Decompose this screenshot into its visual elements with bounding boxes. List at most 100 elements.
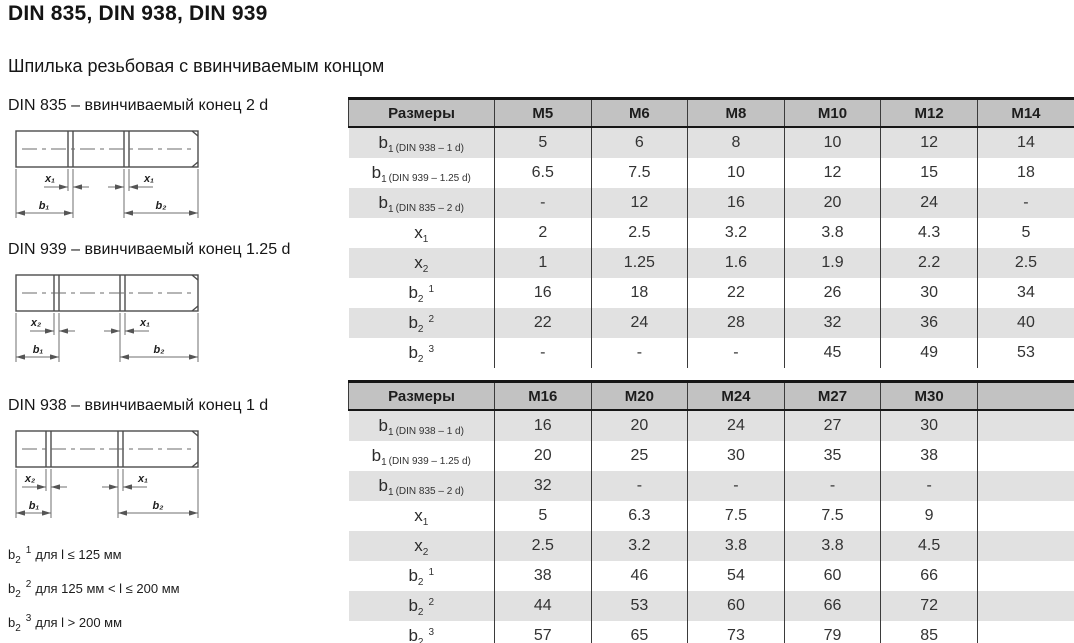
- dim-label-x-left: x₁: [44, 173, 55, 185]
- col-header-size: M24: [687, 381, 785, 411]
- value-cell: 20: [590, 410, 688, 441]
- row-label-base: b: [408, 283, 418, 302]
- row-label-base: b: [378, 133, 389, 152]
- row-label-sub: 2: [422, 547, 429, 558]
- footnote-symbol: b: [8, 547, 16, 562]
- row-label-cell: b23: [349, 338, 495, 368]
- footnote-symbol-sub: 2: [15, 555, 21, 566]
- footnote-symbol-sub: 2: [15, 623, 21, 634]
- footnote-symbol-sub: 2: [15, 589, 21, 600]
- value-cell: [976, 531, 1074, 561]
- table-header-row: Размеры M5 M6 M8 M10 M12 M14: [348, 98, 1074, 128]
- row-label-cell: b22: [349, 591, 495, 621]
- row-label-sup: 1: [428, 284, 435, 295]
- col-header-size: M14: [976, 98, 1074, 128]
- value-cell: 85: [880, 621, 978, 643]
- row-label-base: b: [408, 343, 418, 362]
- footnote-symbol-sup: 3: [25, 613, 32, 624]
- col-header-size: M16: [494, 381, 592, 411]
- row-label-cell: b1 (DIN 939 – 1.25 d): [349, 158, 495, 188]
- row-label-sub: 1: [388, 204, 394, 215]
- page-subtitle: Шпилька резьбовая с ввинчиваемым концом: [8, 56, 385, 76]
- value-cell: 35: [783, 441, 881, 471]
- value-cell: 38: [880, 441, 978, 471]
- value-cell: 10: [783, 127, 881, 158]
- value-cell: -: [494, 188, 592, 218]
- row-label-sub: 2: [417, 294, 424, 305]
- value-cell: 16: [687, 188, 785, 218]
- row-label-cell: b1 (DIN 939 – 1.25 d): [349, 441, 495, 471]
- diagram-din939: DIN 939 – ввинчиваемый конец 1.25 d: [8, 241, 342, 369]
- table-row: b23 57 65 73 79 85: [348, 621, 1074, 643]
- col-header-size: M12: [880, 98, 978, 128]
- value-cell: 36: [880, 308, 978, 338]
- value-cell: 38: [494, 561, 592, 591]
- value-cell: 18: [590, 278, 688, 308]
- footnote-symbol: b: [8, 581, 16, 596]
- stud-drawing-din835: x₁ x₁ b₁ b₂: [15, 130, 199, 218]
- value-cell: 12: [880, 127, 978, 158]
- row-label-cell: x2: [349, 531, 495, 561]
- value-cell: [976, 471, 1074, 501]
- stud-drawing-din939: x₂ x₁ b₁ b₂: [15, 274, 199, 362]
- table-row: b1 (DIN 938 – 1 d) 16 20 24 27 30: [348, 410, 1074, 441]
- row-label-sup: 3: [428, 627, 435, 638]
- row-label-sub: 1: [388, 144, 394, 155]
- value-cell: 49: [880, 338, 978, 368]
- value-cell: 2.5: [976, 248, 1074, 278]
- table-row: b1 (DIN 835 – 2 d) -12 16 20 24-: [348, 188, 1074, 218]
- value-cell: 5: [976, 218, 1074, 248]
- footnote-text: для l ≤ 125 мм: [35, 547, 122, 562]
- value-cell: 14: [976, 127, 1074, 158]
- row-label-note: (DIN 835 – 2 d): [395, 203, 464, 214]
- value-cell: 22: [494, 308, 592, 338]
- row-label-note: (DIN 939 – 1.25 d): [388, 173, 471, 184]
- row-label-cell: b1 (DIN 835 – 2 d): [349, 188, 495, 218]
- dim-label-b-right: b₂: [154, 344, 165, 356]
- footnote-symbol-sup: 1: [25, 545, 32, 556]
- value-cell: 46: [590, 561, 688, 591]
- value-cell: 1.25: [590, 248, 688, 278]
- col-header-size: M6: [590, 98, 688, 128]
- row-label-sub: 2: [417, 607, 424, 618]
- value-cell: 3.8: [687, 531, 785, 561]
- value-cell: -: [783, 471, 881, 501]
- footnote-text: для 125 мм < l ≤ 200 мм: [35, 581, 180, 596]
- value-cell: -: [590, 338, 688, 368]
- value-cell: 1: [494, 248, 592, 278]
- value-cell: 27: [783, 410, 881, 441]
- dim-label-b-left: b₁: [39, 200, 50, 212]
- value-cell: 3.8: [783, 531, 881, 561]
- value-cell: -: [687, 338, 785, 368]
- value-cell: 66: [783, 591, 881, 621]
- dim-label-x-left: x₂: [24, 473, 35, 485]
- value-cell: 32: [783, 308, 881, 338]
- row-label-note: (DIN 938 – 1 d): [395, 426, 464, 437]
- row-label-sub: 2: [417, 324, 424, 335]
- value-cell: 60: [687, 591, 785, 621]
- table-row: x2 1 1.25 1.6 1.9 2.2 2.5: [348, 248, 1074, 278]
- col-header-dimensions: Размеры: [348, 98, 495, 128]
- table-row: b1 (DIN 939 – 1.25 d) 6.5 7.5 10 12 15 18: [348, 158, 1074, 188]
- row-label-cell: x1: [349, 501, 495, 531]
- row-label-base: b: [378, 193, 389, 212]
- diagrams-column: DIN 835 – ввинчиваемый конец 2 d: [8, 97, 342, 643]
- row-label-base: x: [414, 253, 423, 272]
- row-label-cell: b22: [349, 308, 495, 338]
- value-cell: 72: [880, 591, 978, 621]
- value-cell: 20: [494, 441, 592, 471]
- value-cell: 32: [494, 471, 592, 501]
- value-cell: 79: [783, 621, 881, 643]
- row-label-sub: 1: [388, 427, 394, 438]
- row-label-cell: b21: [349, 561, 495, 591]
- row-label-base: x: [414, 506, 423, 525]
- value-cell: 6.5: [494, 158, 592, 188]
- table-row: x1 5 6.3 7.5 7.5 9: [348, 501, 1074, 531]
- value-cell: 30: [880, 278, 978, 308]
- table-row: x2 2.5 3.2 3.8 3.8 4.5: [348, 531, 1074, 561]
- value-cell: 3.2: [590, 531, 688, 561]
- col-header-size: M5: [494, 98, 592, 128]
- table-row: b1 (DIN 938 – 1 d) 5 6 8 10 12 14: [348, 127, 1074, 158]
- tables-column: Размеры M5 M6 M8 M10 M12 M14 b1 (DIN 938 – 1 d)…: [348, 97, 1074, 643]
- value-cell: 20: [783, 188, 881, 218]
